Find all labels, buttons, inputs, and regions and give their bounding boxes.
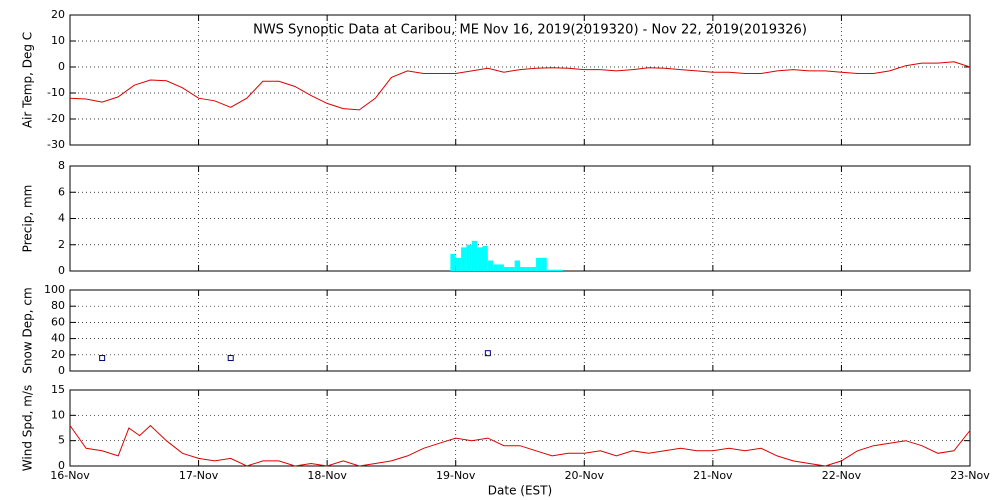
precip-bar xyxy=(536,257,542,271)
precip-bar xyxy=(450,253,456,271)
x-tick-label: 22-Nov xyxy=(822,469,862,482)
precip-bar xyxy=(487,260,494,271)
x-tick-label: 18-Nov xyxy=(307,469,347,482)
x-tick-label: 17-Nov xyxy=(179,469,219,482)
y-tick-label: 6 xyxy=(58,185,65,198)
plot-frame xyxy=(69,389,971,467)
precip-bar xyxy=(525,267,531,271)
precip-bar xyxy=(455,257,462,271)
data-line xyxy=(69,424,971,467)
y-tick-label: 0 xyxy=(58,264,65,277)
precip-bar xyxy=(509,267,515,271)
x-tick-label: 20-Nov xyxy=(565,469,605,482)
precip-bar xyxy=(546,269,553,271)
y-tick-label: 80 xyxy=(51,299,65,312)
precip-bar xyxy=(482,246,488,271)
precip-bar xyxy=(471,240,478,271)
y-axis-label: Precip, mm xyxy=(21,185,35,253)
y-tick-label: 15 xyxy=(51,383,65,396)
x-axis-label: Date (EST) xyxy=(488,484,552,498)
precip-bar xyxy=(530,267,537,271)
precip-bar xyxy=(493,264,499,271)
y-tick-label: 60 xyxy=(51,315,65,328)
x-tick-label: 16-Nov xyxy=(50,469,90,482)
y-tick-label: 40 xyxy=(51,332,65,345)
snow-point xyxy=(99,355,106,362)
y-tick-label: -10 xyxy=(47,86,65,99)
precip-bar xyxy=(541,257,547,271)
y-tick-label: -30 xyxy=(47,138,65,151)
y-tick-label: 10 xyxy=(51,408,65,421)
y-tick-label: 20 xyxy=(51,8,65,21)
precip-bar xyxy=(552,269,558,271)
plot-frame xyxy=(69,289,971,372)
y-tick-label: 0 xyxy=(58,364,65,377)
y-tick-label: 8 xyxy=(58,159,65,172)
precip-bar xyxy=(514,260,520,271)
precip-bar xyxy=(461,247,467,271)
y-tick-label: 0 xyxy=(58,459,65,472)
y-tick-label: 5 xyxy=(58,434,65,447)
x-tick-label: 21-Nov xyxy=(693,469,733,482)
data-line xyxy=(69,61,971,111)
chart-title: NWS Synoptic Data at Caribou, ME Nov 16,… xyxy=(253,23,807,38)
precip-bar xyxy=(520,267,526,271)
y-tick-label: 100 xyxy=(44,283,65,296)
y-axis-label: Wind Spd, m/s xyxy=(21,385,35,471)
x-tick-label: 23-Nov xyxy=(950,469,990,482)
y-tick-label: 4 xyxy=(58,212,65,225)
y-tick-label: 2 xyxy=(58,238,65,251)
y-tick-label: 10 xyxy=(51,34,65,47)
y-tick-label: -20 xyxy=(47,112,65,125)
snow-point xyxy=(227,355,234,362)
y-tick-label: 0 xyxy=(58,60,65,73)
y-tick-label: 20 xyxy=(51,348,65,361)
x-tick-label: 19-Nov xyxy=(436,469,476,482)
precip-bar xyxy=(466,244,472,271)
y-axis-label: Snow Dep, cm xyxy=(21,287,35,373)
snow-point xyxy=(484,350,491,357)
precip-bar xyxy=(557,269,563,271)
precip-bar xyxy=(477,247,483,271)
plot-frame xyxy=(69,14,971,146)
precip-bar xyxy=(498,264,504,271)
precip-bar xyxy=(503,267,510,271)
y-axis-label: Air Temp, Deg C xyxy=(21,32,35,128)
